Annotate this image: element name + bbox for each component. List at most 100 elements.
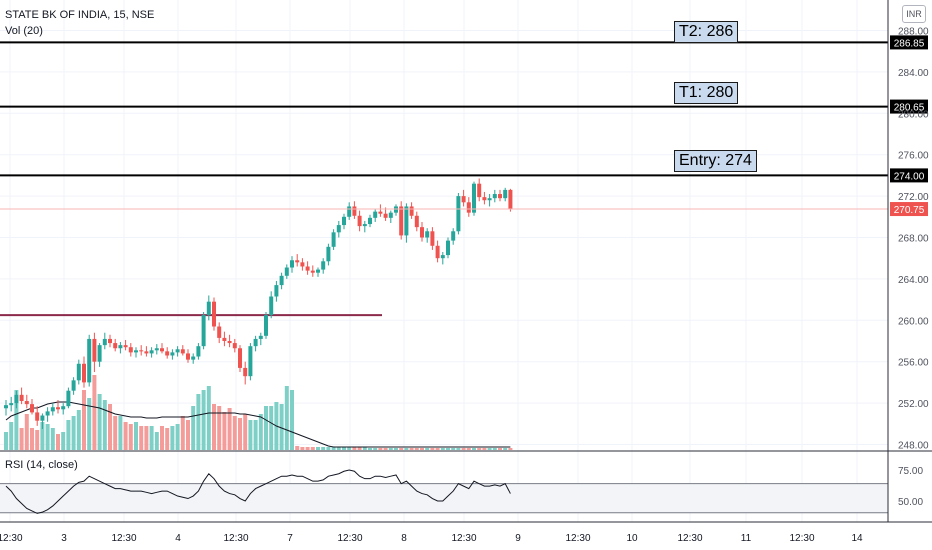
volume-bar [201, 390, 206, 450]
volume-bar [134, 422, 138, 450]
time-tick-label: 4 [175, 533, 181, 544]
volume-bar [243, 414, 248, 450]
volume-bar [430, 448, 435, 450]
candle-body [123, 345, 128, 348]
volume-bar [300, 447, 305, 450]
volume-bar [248, 420, 253, 450]
candle-body [66, 390, 71, 407]
last-price-tag [890, 202, 928, 217]
volume-bar [508, 448, 513, 450]
candle-body [113, 343, 118, 349]
candle-body [482, 197, 487, 201]
volume-bar [487, 448, 492, 450]
time-tick-label: 7 [287, 533, 293, 544]
time-tick-label: 12:30 [789, 533, 814, 544]
candle-body [300, 262, 305, 267]
volume-bar [378, 448, 383, 450]
target-2-label[interactable]: T2: 286 [674, 21, 739, 43]
price-tick-label: 256.00 [898, 358, 929, 369]
volume-bar [451, 448, 456, 450]
volume-bar [362, 447, 367, 450]
volume-bar [342, 447, 346, 450]
volume-bar [394, 448, 398, 450]
volume-bar [180, 416, 185, 450]
candle-body [186, 353, 190, 360]
volume-bar [269, 406, 274, 450]
candle-body [212, 301, 216, 327]
volume-bar [82, 390, 86, 450]
candle-body [456, 196, 461, 232]
candle-body [19, 394, 24, 402]
rsi-band [0, 483, 888, 513]
volume-bar [404, 448, 409, 450]
volume-bar [19, 428, 24, 450]
time-tick-label: 11 [741, 533, 752, 544]
candle-body [435, 245, 440, 259]
volume-bar [45, 424, 50, 450]
level-price-tag [890, 99, 928, 114]
volume-bar [466, 448, 471, 450]
candle-body [362, 224, 367, 227]
candle-body [45, 411, 50, 416]
candle-body [30, 404, 34, 413]
volume-bar [279, 404, 284, 450]
candle-body [222, 337, 227, 341]
candle-body [498, 194, 502, 199]
volume-bar [482, 448, 487, 450]
volume-bar [321, 447, 326, 450]
candle-body [134, 350, 138, 353]
entry-label[interactable]: Entry: 274 [674, 150, 757, 172]
candle-body [253, 338, 258, 347]
price-tick-label: 264.00 [898, 275, 929, 286]
volume-bar [149, 426, 154, 450]
level-price-tag-label: 274.00 [894, 171, 925, 182]
candle-body [154, 348, 159, 351]
candle-body [227, 341, 232, 344]
volume-bar [435, 448, 440, 450]
candle-body [35, 412, 40, 421]
volume-bar [160, 426, 164, 450]
target-1-label[interactable]: T1: 280 [674, 82, 739, 104]
volume-bar [357, 447, 362, 450]
volume-bar [217, 406, 222, 450]
candle-body [399, 206, 404, 236]
candle-body [50, 407, 55, 412]
volume-bar [186, 420, 190, 450]
candle-body [82, 363, 86, 383]
rsi-tick-label: 75.00 [898, 466, 923, 477]
candle-body [180, 349, 185, 354]
candle-body [102, 338, 107, 346]
candle-body [201, 315, 206, 347]
time-tick-label: 10 [626, 533, 638, 544]
volume-bar [40, 422, 45, 450]
volume-bar [503, 448, 508, 450]
level-price-tag [890, 35, 928, 50]
volume-bar [331, 447, 336, 450]
volume-bar [498, 448, 502, 450]
volume-bar [123, 422, 128, 450]
volume-bar [66, 420, 71, 450]
candle-body [76, 363, 81, 381]
candle-body [352, 206, 357, 216]
candle-body [290, 260, 294, 268]
volume-bar [232, 416, 237, 450]
time-tick-label: 12:30 [111, 533, 136, 544]
volume-bar [446, 448, 450, 450]
volume-bar [284, 386, 289, 450]
volume-bar [144, 426, 149, 450]
candle-body [414, 215, 419, 228]
volume-bar [472, 448, 476, 450]
volume-bar [492, 448, 497, 450]
volume-bar [108, 404, 112, 450]
candle-body [466, 202, 471, 213]
volume-bar [222, 412, 227, 450]
currency-button[interactable]: INR [902, 5, 926, 23]
volume-bar [368, 448, 372, 450]
candle-body [347, 206, 352, 217]
volume-bar [373, 448, 378, 450]
volume-bar [92, 375, 97, 450]
volume-bar [14, 390, 19, 450]
price-tick-label: 272.00 [898, 192, 929, 203]
volume-bar [258, 414, 263, 450]
